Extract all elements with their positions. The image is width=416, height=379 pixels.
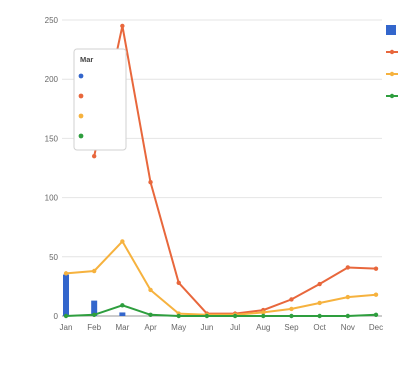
tooltip-marker — [78, 73, 84, 79]
x-tick-label: Oct — [313, 323, 326, 332]
point-3-Oct[interactable] — [317, 313, 322, 319]
x-tick-label: Aug — [256, 323, 270, 332]
point-1-Mar[interactable] — [120, 23, 125, 29]
legend-item-2[interactable] — [386, 71, 398, 77]
x-tick-label: Apr — [144, 323, 157, 332]
point-2-Nov[interactable] — [345, 294, 351, 300]
point-3-May[interactable] — [176, 313, 181, 319]
series-line-1[interactable] — [93, 25, 377, 315]
point-2-Mar[interactable] — [120, 239, 125, 244]
x-tick-label: Nov — [341, 323, 355, 332]
point-3-Jul[interactable] — [232, 313, 238, 319]
x-tick-label: May — [171, 323, 186, 332]
point-1-Oct[interactable] — [317, 281, 322, 287]
legend-item-0[interactable] — [386, 25, 396, 35]
legend[interactable] — [386, 25, 398, 99]
tooltip-box — [73, 48, 127, 151]
point-1-Dec[interactable] — [373, 266, 379, 271]
y-tick-label: 150 — [45, 134, 59, 143]
series-line-2[interactable] — [65, 239, 377, 316]
point-3-Mar[interactable] — [120, 303, 125, 308]
point-2-Dec[interactable] — [373, 292, 379, 297]
point-2-Feb[interactable] — [91, 268, 97, 274]
x-axis-ticks: Jan Feb Mar Apr May Jun Jul Aug Sep Oct Nov Dec — [60, 323, 384, 332]
point-2-Sep[interactable] — [289, 306, 294, 312]
y-tick-label: 100 — [45, 194, 59, 203]
tooltip-marker — [78, 133, 84, 139]
point-2-Oct[interactable] — [317, 300, 322, 306]
series-line-3[interactable] — [65, 304, 377, 317]
point-3-Apr[interactable] — [148, 312, 153, 318]
legend-swatch — [386, 25, 396, 35]
tooltip-marker — [78, 113, 84, 119]
legend-marker — [389, 49, 395, 55]
legend-marker — [389, 93, 395, 99]
tooltip-marker — [78, 93, 84, 99]
legend-marker — [389, 71, 395, 77]
x-tick-label: Jan — [60, 323, 73, 332]
point-1-Feb[interactable] — [91, 153, 97, 159]
x-tick-label: Sep — [284, 323, 299, 332]
point-3-Aug[interactable] — [261, 313, 266, 319]
x-tick-label: Dec — [369, 323, 383, 332]
x-tick-label: Jul — [230, 323, 240, 332]
bar-Jan[interactable] — [63, 274, 69, 316]
point-3-Jan[interactable] — [63, 313, 69, 319]
y-tick-label: 200 — [45, 75, 59, 84]
point-3-Nov[interactable] — [345, 313, 351, 319]
point-1-Apr[interactable] — [148, 180, 153, 185]
y-tick-label: 50 — [49, 253, 58, 262]
tooltip-title: Mar — [80, 55, 93, 64]
x-tick-label: Mar — [115, 323, 129, 332]
bar-Feb[interactable] — [91, 300, 98, 316]
hover-tooltip: Mar — [73, 48, 127, 151]
y-axis-ticks: 0 50 100 150 200 250 — [45, 16, 59, 321]
y-tick-label: 250 — [45, 16, 59, 25]
point-2-Aug[interactable] — [261, 310, 266, 315]
series-marks — [63, 23, 379, 319]
point-3-Feb[interactable] — [91, 312, 97, 318]
bar-Mar[interactable] — [119, 312, 126, 316]
point-3-Jun[interactable] — [204, 313, 210, 319]
point-2-Apr[interactable] — [148, 287, 153, 293]
point-3-Sep[interactable] — [289, 313, 294, 319]
point-1-May[interactable] — [176, 280, 181, 286]
point-1-Nov[interactable] — [345, 265, 351, 270]
point-1-Sep[interactable] — [289, 297, 294, 302]
legend-item-3[interactable] — [386, 93, 398, 99]
y-tick-label: 0 — [54, 312, 59, 321]
x-tick-label: Jun — [200, 323, 213, 332]
x-tick-label: Feb — [87, 323, 101, 332]
point-3-Dec[interactable] — [373, 312, 379, 318]
point-2-Jan[interactable] — [63, 271, 69, 276]
legend-item-1[interactable] — [386, 49, 398, 55]
